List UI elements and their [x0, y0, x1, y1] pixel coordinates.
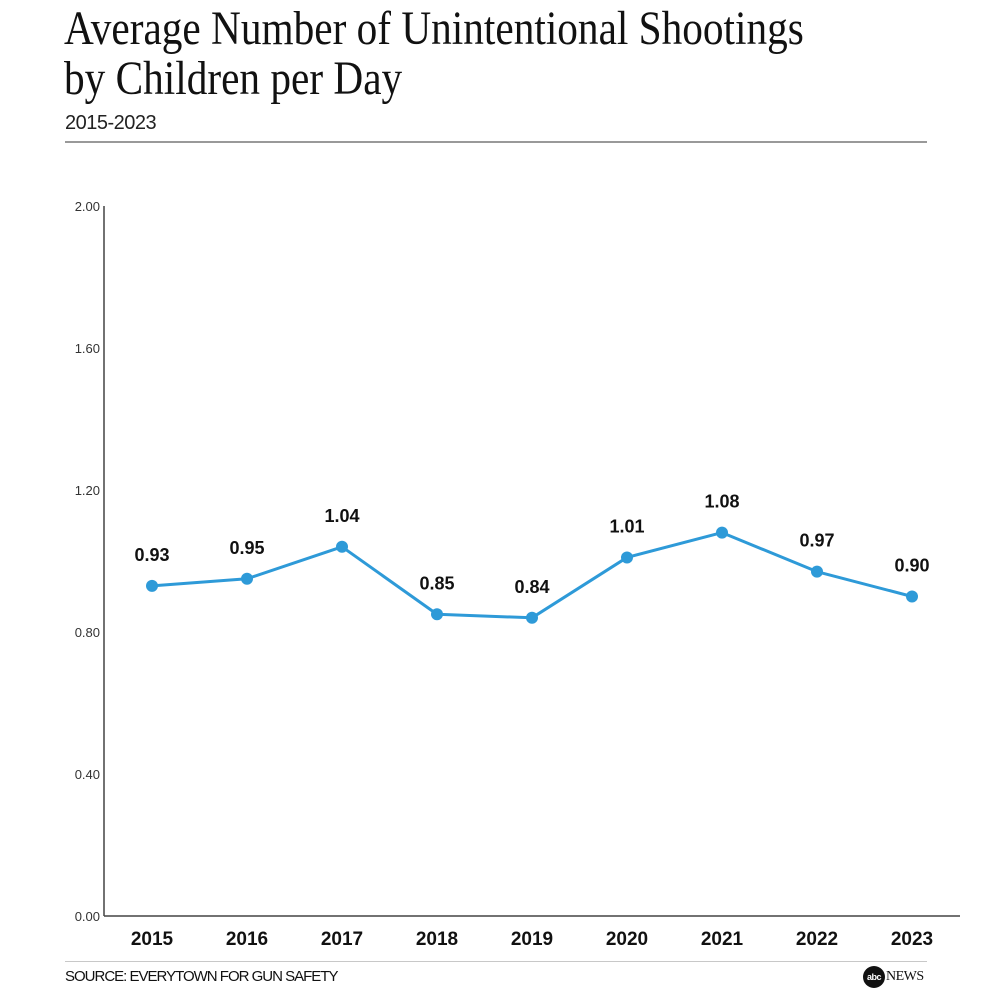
data-label: 0.90	[894, 556, 929, 576]
data-label: 1.04	[324, 506, 359, 526]
data-point	[811, 565, 823, 578]
header-divider	[65, 141, 927, 143]
x-axis-labels: 2015 2016 2017 2018 2019 2020 2021 2022 2023	[131, 929, 933, 950]
data-point	[431, 608, 443, 621]
y-tick-label: 0.00	[75, 909, 100, 924]
x-tick-label: 2019	[511, 929, 553, 950]
x-tick-label: 2021	[701, 929, 744, 950]
data-point	[146, 579, 158, 592]
abc-logo-icon: abc	[863, 966, 885, 988]
data-label: 0.97	[799, 531, 834, 551]
data-label: 1.08	[704, 492, 739, 512]
chart-subtitle: 2015-2023	[65, 112, 157, 134]
data-label: 1.01	[609, 516, 644, 536]
y-tick-label: 1.20	[75, 483, 100, 498]
y-tick-label: 0.80	[75, 625, 100, 640]
news-wordmark: NEWS	[886, 969, 924, 984]
data-point	[621, 551, 633, 564]
x-tick-label: 2018	[416, 929, 458, 950]
series-line	[151, 531, 913, 620]
data-label: 0.85	[419, 573, 454, 593]
data-labels: 0.93 0.95 1.04 0.85 0.84 1.01 1.08 0.97 0.90	[134, 492, 929, 597]
data-point	[716, 526, 728, 539]
data-label: 0.95	[229, 538, 264, 558]
x-tick-label: 2022	[796, 929, 838, 950]
x-tick-label: 2017	[321, 929, 363, 950]
chart-title: Average Number of Unintentional Shooting…	[64, 4, 855, 104]
data-point	[906, 590, 918, 603]
data-point	[526, 611, 538, 624]
chart-title-line-2: by Children per Day	[64, 52, 403, 105]
y-tick-label: 0.40	[75, 767, 100, 782]
y-axis-ticks: 0.00 0.40 0.80 1.20 1.60 2.00	[75, 199, 100, 924]
footer-divider	[65, 961, 927, 962]
x-tick-label: 2023	[891, 929, 933, 950]
x-tick-label: 2016	[226, 929, 268, 950]
y-tick-label: 2.00	[75, 199, 100, 214]
source-note: SOURCE: EVERYTOWN FOR GUN SAFETY	[65, 968, 338, 985]
x-tick-label: 2015	[131, 929, 174, 950]
data-label: 0.93	[134, 545, 169, 565]
chart-title-line-1: Average Number of Unintentional Shooting…	[64, 2, 804, 55]
data-points	[146, 526, 918, 624]
x-tick-label: 2020	[606, 929, 648, 950]
y-tick-label: 1.60	[75, 341, 100, 356]
data-point	[241, 572, 253, 585]
abc-news-logo: abc NEWS	[863, 966, 924, 988]
data-label: 0.84	[514, 577, 549, 597]
data-point	[336, 540, 348, 553]
